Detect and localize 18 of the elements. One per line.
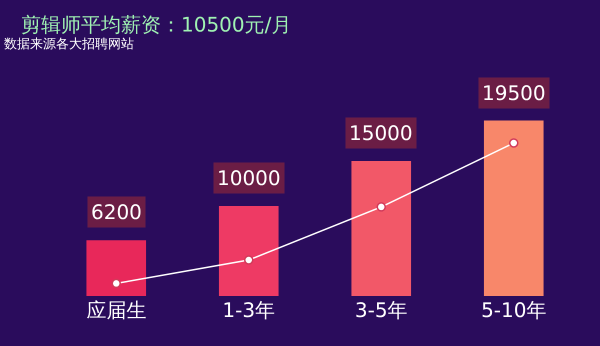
data-label: 10000: [217, 166, 281, 190]
data-label: 6200: [91, 200, 142, 224]
chart-subtitle: 数据来源各大招聘网站: [4, 37, 134, 52]
data-label: 19500: [482, 81, 546, 105]
x-tick-label: 1-3年: [222, 298, 276, 322]
bar: [484, 120, 544, 296]
x-tick-label: 3-5年: [354, 298, 408, 322]
point: [376, 202, 386, 212]
data-label: 15000: [349, 121, 413, 145]
bar: [351, 161, 412, 296]
point: [244, 255, 254, 265]
point: [112, 278, 121, 288]
bar: [86, 240, 146, 296]
x-tick-label: 5-10年: [481, 298, 546, 322]
chart-title: 剪辑师平均薪资：10500元/月: [21, 12, 292, 36]
bar: [218, 206, 279, 296]
x-tick-label: 应届生: [86, 298, 146, 322]
point: [509, 138, 518, 148]
